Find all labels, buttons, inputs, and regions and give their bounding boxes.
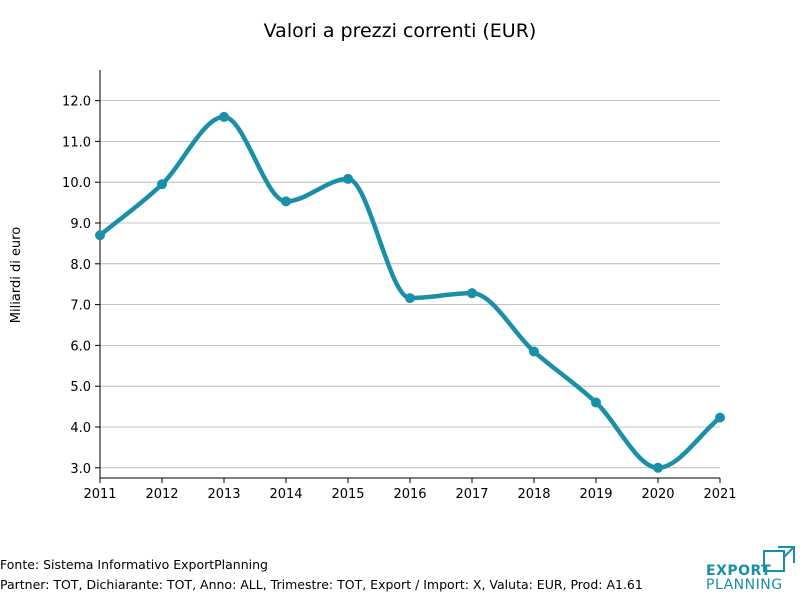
data-point [219,111,229,122]
line-chart: 3.04.05.06.07.08.09.010.011.012.0 2011 20… [9,70,737,502]
y-tick-label: 12.0 [62,95,91,110]
data-point [529,346,539,357]
data-point [405,293,415,304]
exportplanning-logo: EXPORT PLANNING [702,545,798,595]
y-axis-ticks: 3.0 4.0 5.0 6.0 7.0 8.0 9.0 10.0 11.0 12.0 [62,95,100,477]
y-tick-label: 9.0 [70,217,91,232]
gridlines [100,100,720,469]
data-point [343,173,353,184]
series-line [97,114,723,471]
x-tick-label: 2021 [703,487,736,502]
x-tick-label: 2011 [83,487,116,502]
x-tick-label: 2013 [207,487,240,502]
x-tick-label: 2018 [517,487,550,502]
x-axis-ticks: 2011 2012 2013 2014 2015 2016 2017 2018 2019 2020… [83,478,737,502]
source-note: Fonte: Sistema Informativo ExportPlannin… [0,557,268,572]
y-tick-label: 7.0 [70,299,91,314]
y-tick-label: 4.0 [70,421,91,436]
data-point [715,412,725,423]
x-tick-label: 2014 [269,487,302,502]
chart-title: Valori a prezzi correnti (EUR) [263,20,537,42]
filter-note: Partner: TOT, Dichiarante: TOT, Anno: AL… [0,577,643,592]
y-tick-label: 5.0 [70,380,91,395]
data-point [653,462,663,473]
x-tick-label: 2020 [641,487,674,502]
y-axis-label: Miliardi di euro [9,227,24,323]
data-point [591,397,601,408]
y-tick-label: 10.0 [62,176,91,191]
y-tick-label: 11.0 [62,135,91,150]
y-tick-label: 8.0 [70,258,91,273]
x-tick-label: 2012 [145,487,178,502]
y-tick-label: 6.0 [70,339,91,354]
data-point [281,196,291,207]
x-tick-label: 2017 [455,487,488,502]
series [95,111,725,473]
x-tick-label: 2016 [393,487,426,502]
logo-mark-icon [763,546,795,572]
axes [99,70,720,479]
data-point [467,288,477,299]
x-tick-label: 2015 [331,487,364,502]
logo-word-export: EXPORT [706,563,772,579]
logo-word-planning: PLANNING [706,577,783,593]
y-tick-label: 3.0 [70,462,91,477]
data-point [157,179,167,190]
data-point [95,230,105,241]
x-tick-label: 2019 [579,487,612,502]
